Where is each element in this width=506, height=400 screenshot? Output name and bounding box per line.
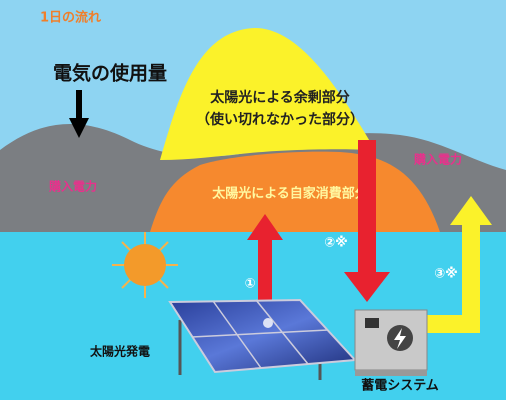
flow-label: ③※ (434, 267, 458, 282)
storage-label: 蓄電システム (361, 378, 439, 394)
purchase-label: 購入電力 (413, 152, 462, 167)
surplus-label: 太陽光による余剰部分 (210, 89, 350, 106)
title: 1日の流れ (40, 10, 101, 26)
diagram: 1日の流れ 電気の使用量 太陽光による余剰部分 （使い切れなかった部分） 購入電… (0, 0, 506, 400)
flow-label: ②※ (324, 236, 348, 251)
usage-label: 電気の使用量 (53, 62, 167, 85)
self-consumption-label: 太陽光による自家消費部分 (211, 186, 368, 202)
solar-label: 太陽光発電 (90, 344, 150, 359)
flow-label: ① (244, 277, 255, 292)
surplus-label: （使い切れなかった部分） (196, 111, 364, 128)
page: 1日の流れ 電気の使用量 太陽光による余剰部分 （使い切れなかった部分） 購入電… (0, 0, 506, 400)
battery (355, 310, 427, 376)
usage-arrow (76, 90, 82, 120)
purchase-label: 購入電力 (48, 179, 97, 194)
